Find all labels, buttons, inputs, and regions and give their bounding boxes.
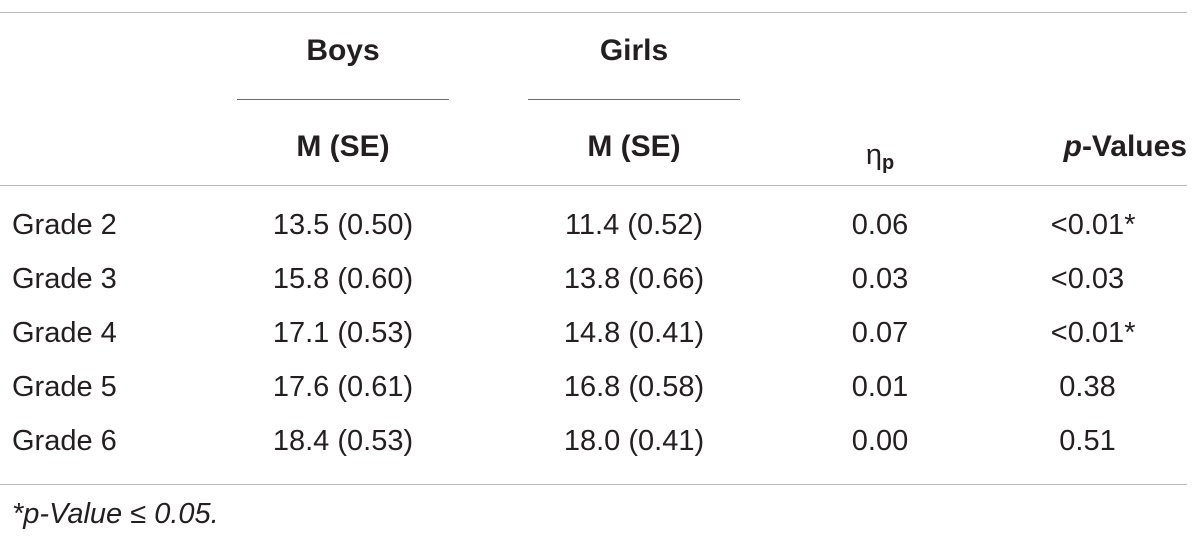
p-value-text: 0.51 (1059, 425, 1116, 457)
table-bottom-rule (0, 484, 1187, 485)
p-value-text: 0.38 (1059, 371, 1116, 403)
boys-group-header: Boys (306, 34, 380, 67)
p-value: 0.38 (1020, 370, 1155, 404)
p-values-header-text: -Values (1081, 130, 1187, 163)
p-values-header-italic: p (1063, 130, 1082, 163)
table-top-rule (0, 12, 1187, 13)
eta-value: 0.03 (851, 263, 909, 295)
p-value: <0.03 (1020, 262, 1155, 296)
boys-mean-se-header: M (SE) (296, 130, 390, 163)
girls-value: 13.8 (0.66) (563, 263, 705, 295)
p-values-header: p-Values (1000, 130, 1187, 164)
eta-value: 0.01 (851, 371, 909, 403)
eta-value: 0.06 (851, 209, 909, 241)
row-label: Grade 2 (12, 209, 117, 241)
eta-subscript: p (881, 152, 895, 174)
p-value: <0.01* (1050, 209, 1136, 241)
boys-value: 13.5 (0.50) (272, 209, 414, 241)
row-label: Grade 3 (12, 263, 117, 295)
girls-value: 11.4 (0.52) (564, 209, 704, 241)
p-value-text: <0.01 (1050, 317, 1125, 349)
girls-value: 14.8 (0.41) (563, 317, 705, 349)
header-bottom-rule (0, 185, 1187, 186)
girls-group-rule (528, 99, 740, 100)
p-value: <0.01* (1050, 317, 1136, 349)
boys-value: 18.4 (0.53) (272, 425, 414, 457)
table-row: Grade 2 13.5 (0.50) 11.4 (0.52) 0.06 <0.… (0, 200, 1187, 254)
girls-value: 18.0 (0.41) (563, 425, 705, 457)
table-row: Grade 3 15.8 (0.60) 13.8 (0.66) 0.03 <0.… (0, 254, 1187, 308)
table-row: Grade 6 18.4 (0.53) 18.0 (0.41) 0.00 0.5… (0, 416, 1187, 470)
table-footnote: *p-Value ≤ 0.05. (12, 498, 219, 530)
p-value: 0.51 (1020, 424, 1155, 458)
row-label: Grade 5 (12, 371, 117, 403)
girls-value: 16.8 (0.58) (563, 371, 705, 403)
table-row: Grade 5 17.6 (0.61) 16.8 (0.58) 0.01 0.3… (0, 362, 1187, 416)
eta-symbol: η (865, 139, 882, 171)
row-label: Grade 4 (12, 317, 117, 349)
boys-value: 15.8 (0.60) (272, 263, 414, 295)
row-label: Grade 6 (12, 425, 117, 457)
eta-value: 0.07 (851, 317, 909, 349)
boys-value: 17.1 (0.53) (272, 317, 414, 349)
eta-value: 0.00 (851, 425, 909, 457)
girls-group-header: Girls (599, 34, 669, 67)
boys-group-rule (237, 99, 449, 100)
table-row: Grade 4 17.1 (0.53) 14.8 (0.41) 0.07 <0.… (0, 308, 1187, 362)
p-value-text: <0.01 (1050, 209, 1125, 241)
boys-value: 17.6 (0.61) (272, 371, 414, 403)
eta-p-header: ηp (820, 138, 940, 175)
p-value-text: <0.03 (1050, 263, 1125, 295)
girls-mean-se-header: M (SE) (587, 130, 681, 163)
